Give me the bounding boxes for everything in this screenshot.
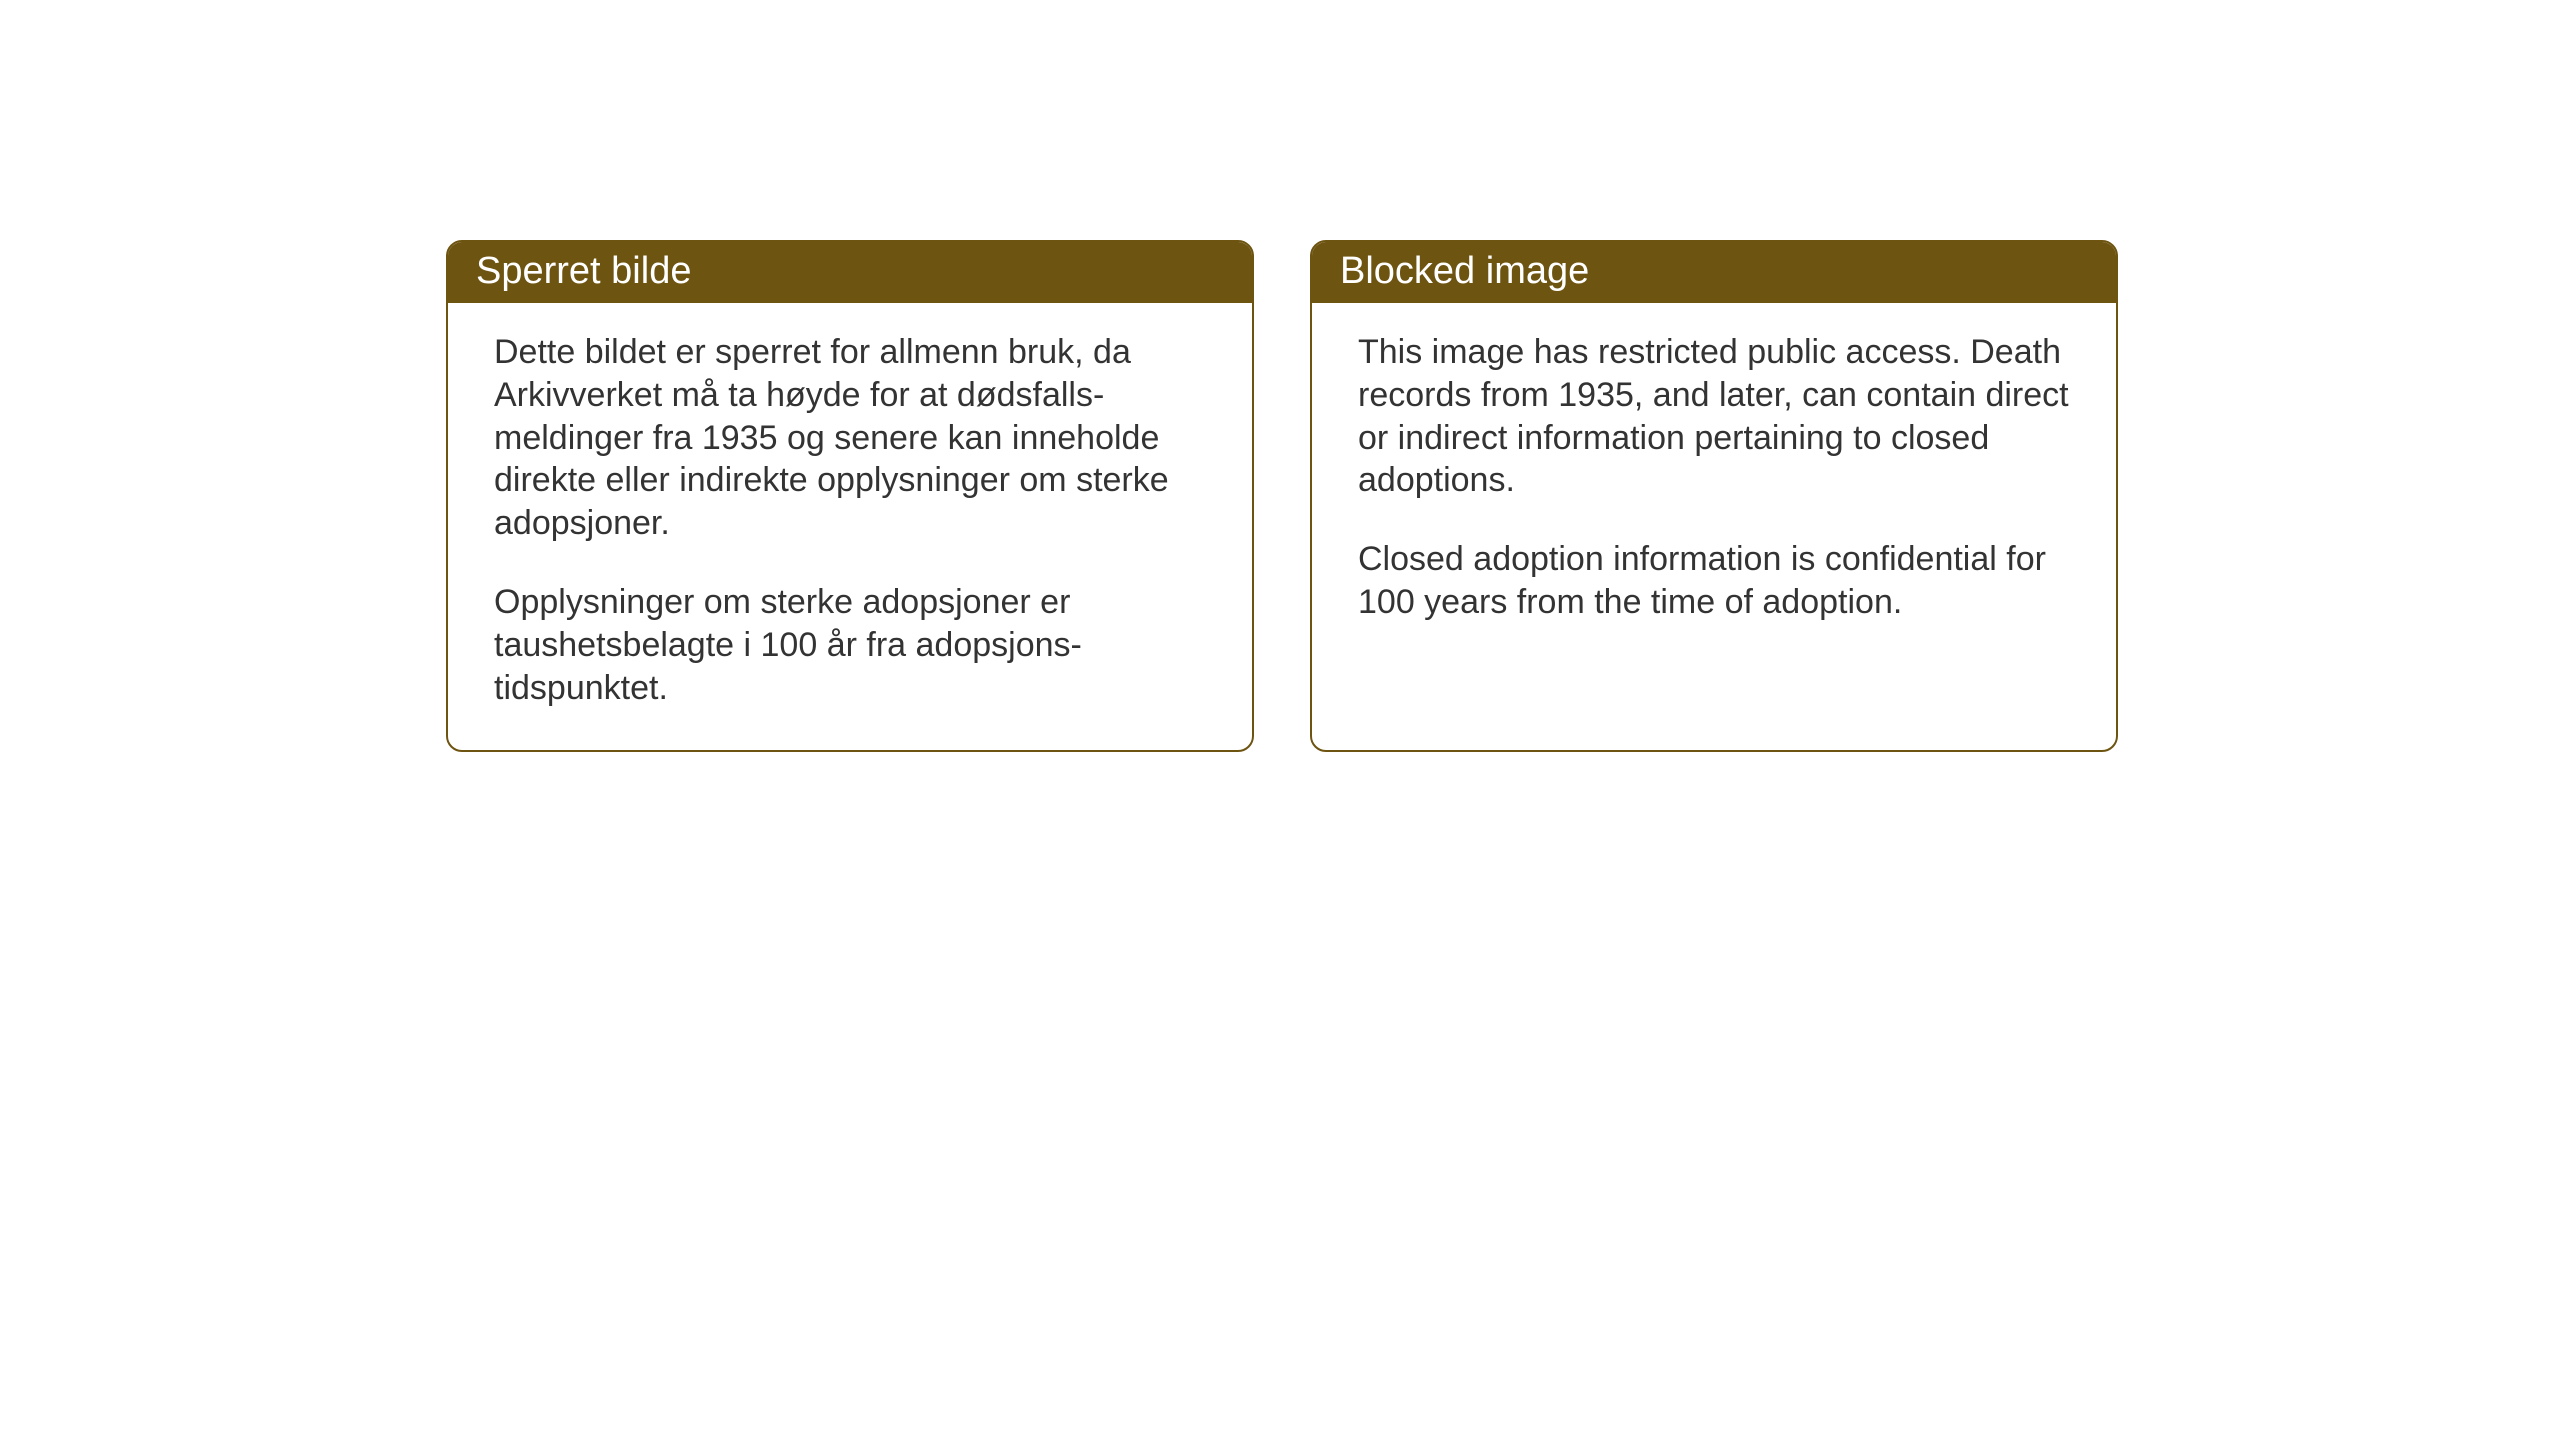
english-paragraph-1: This image has restricted public access.… <box>1358 331 2070 502</box>
norwegian-card-body: Dette bildet er sperret for allmenn bruk… <box>448 303 1252 750</box>
norwegian-card-title: Sperret bilde <box>448 242 1252 303</box>
english-card-title: Blocked image <box>1312 242 2116 303</box>
english-notice-card: Blocked image This image has restricted … <box>1310 240 2118 752</box>
notice-container: Sperret bilde Dette bildet er sperret fo… <box>446 240 2118 752</box>
norwegian-notice-card: Sperret bilde Dette bildet er sperret fo… <box>446 240 1254 752</box>
english-card-body: This image has restricted public access.… <box>1312 303 2116 664</box>
norwegian-paragraph-2: Opplysninger om sterke adopsjoner er tau… <box>494 581 1206 709</box>
norwegian-paragraph-1: Dette bildet er sperret for allmenn bruk… <box>494 331 1206 545</box>
english-paragraph-2: Closed adoption information is confident… <box>1358 538 2070 624</box>
